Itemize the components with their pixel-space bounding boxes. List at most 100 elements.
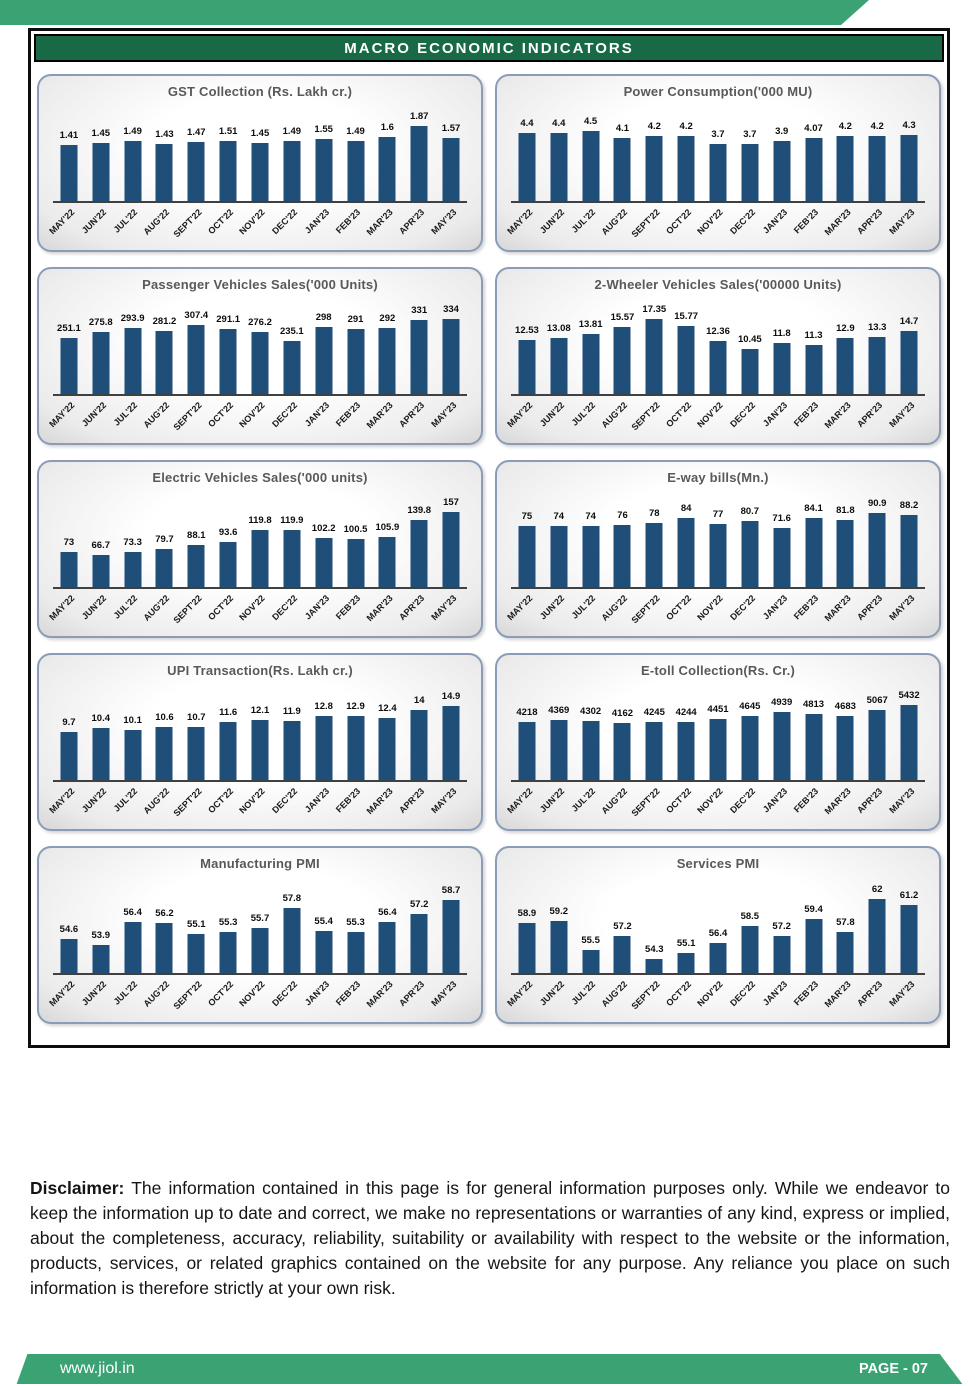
x-axis-label: MAY'22	[46, 400, 76, 430]
x-axis-labels: MAY'22 JUN'22 JUL'22 AUG'22 SEPT'22 OCT'22 NOV…	[47, 782, 467, 825]
bar	[92, 143, 110, 201]
x-axis-slot: SEPT'22	[629, 203, 670, 246]
bar-slot: 235.1	[276, 292, 308, 394]
bar	[315, 139, 333, 201]
x-axis-slot: MAR'23	[822, 975, 861, 1018]
bar-slot: 4.1	[607, 99, 639, 201]
bar	[741, 348, 759, 394]
x-axis-slot: APR'23	[855, 975, 893, 1018]
x-axis-slot: JAN'23	[302, 782, 340, 825]
bar-slot: 12.4	[371, 678, 403, 780]
bar	[378, 328, 396, 394]
x-axis-label: MAY'22	[504, 207, 534, 237]
x-axis-slot: NOV'22	[238, 589, 276, 632]
bar-value-label: 55.3	[346, 917, 365, 928]
chart-title: E-way bills(Mn.)	[667, 470, 769, 485]
bar-value-label: 1.45	[250, 128, 270, 139]
bar-slot: 58.7	[435, 871, 467, 973]
top-green-band	[0, 0, 869, 25]
x-axis-slot: FEB'23	[334, 396, 372, 439]
footer-green-bar: www.jiol.in PAGE - 07	[16, 1354, 963, 1384]
bar-value-label: 4369	[548, 704, 570, 716]
bar	[518, 923, 536, 973]
bar-slot: 4.4	[511, 99, 543, 201]
x-axis-slot: FEB'23	[334, 203, 372, 246]
bar-value-label: 57.8	[836, 916, 855, 928]
chart-panel: E-way bills(Mn.) 75 74 74 76 78 84 77 80.7 71.6 84…	[495, 460, 941, 638]
x-axis-slot: SEPT'22	[629, 589, 670, 632]
chart-plot-area: 54.6 53.9 56.4 56.2 55.1 55.3 55.7 57.8 55.4 55.3…	[53, 871, 467, 975]
bar	[805, 345, 823, 394]
x-axis-slot: DEC'22	[728, 975, 766, 1018]
page-title: MACRO ECONOMIC INDICATORS	[344, 39, 634, 57]
x-axis-label: JUL'22	[569, 786, 598, 814]
bar	[315, 538, 333, 587]
x-axis-slot: NOV'22	[238, 396, 276, 439]
bar	[92, 728, 110, 780]
bar-value-label: 14	[413, 695, 425, 706]
bar-value-label: 13.08	[546, 322, 571, 334]
bar-value-label: 56.4	[378, 906, 397, 918]
bar-value-label: 4.4	[520, 117, 534, 129]
bar-slot: 1.49	[117, 99, 149, 201]
bar-slot: 291.1	[212, 292, 244, 394]
bar	[836, 715, 854, 780]
bar-value-label: 3.7	[711, 128, 725, 140]
x-axis-slot: MAY'22	[47, 975, 85, 1018]
x-axis-slot: JUN'22	[79, 589, 117, 632]
bar-value-label: 1.6	[380, 122, 394, 133]
x-axis-labels: MAY'22 JUN'22 JUL'22 AUG'22 SEPT'22 OCT'22 NOV…	[47, 203, 467, 246]
bar-slot: 14.7	[893, 292, 925, 394]
chart-plot-area: 4218 4369 4302 4162 4245 4244 4451 4645 4939 4813…	[511, 678, 925, 782]
bar	[550, 526, 568, 587]
bar-slot: 3.9	[766, 99, 798, 201]
x-axis-slot: AUG'22	[600, 782, 639, 825]
bar	[868, 336, 886, 394]
bar	[315, 716, 333, 780]
x-axis-labels: MAY'22 JUN'22 JUL'22 AUG'22 SEPT'22 OCT'22 NOV…	[47, 589, 467, 632]
bar	[709, 718, 727, 780]
x-axis-slot: APR'23	[397, 396, 435, 439]
x-axis-slot: MAY'22	[505, 975, 543, 1018]
bar	[410, 319, 428, 394]
bar-slot: 1.6	[371, 99, 403, 201]
bar-slot: 76	[607, 485, 639, 587]
x-axis-slot: MAY'22	[505, 396, 543, 439]
x-axis-slot: SEPT'22	[171, 396, 212, 439]
bar-value-label: 10.1	[123, 714, 142, 726]
bar-slot: 79.7	[149, 485, 181, 587]
bar-slot: 74	[575, 485, 607, 587]
x-axis-slot: MAY'23	[887, 782, 925, 825]
x-axis-slot: MAR'23	[822, 782, 861, 825]
bar	[60, 337, 78, 394]
bar-value-label: 4.07	[804, 123, 823, 134]
bar-value-label: 58.5	[740, 911, 760, 923]
x-axis-slot: SEPT'22	[171, 589, 212, 632]
bar-slot: 56.4	[117, 871, 149, 973]
x-axis-slot: FEB'23	[792, 203, 830, 246]
bar	[442, 319, 460, 394]
bar-value-label: 1.51	[218, 125, 238, 137]
bar-value-label: 78	[649, 508, 660, 519]
chart-plot-area: 73 66.7 73.3 79.7 88.1 93.6 119.8 119.9 102.2 100…	[53, 485, 467, 589]
bar	[613, 137, 631, 201]
bar-value-label: 88.1	[187, 530, 206, 541]
bar-slot: 4.4	[543, 99, 575, 201]
x-axis-slot: MAY'23	[429, 782, 467, 825]
x-axis-slot: NOV'22	[238, 782, 276, 825]
bar	[613, 524, 631, 587]
bar-slot: 10.7	[180, 678, 212, 780]
bar-value-label: 1.49	[123, 126, 142, 138]
x-axis-slot: JAN'23	[302, 396, 340, 439]
bar-value-label: 4.4	[552, 117, 566, 129]
bar-slot: 54.3	[638, 871, 670, 973]
x-axis-slot: JAN'23	[760, 975, 798, 1018]
bar	[92, 332, 110, 394]
bar	[900, 330, 918, 394]
bar-value-label: 57.8	[282, 893, 302, 905]
x-axis-slot: AUG'22	[142, 396, 181, 439]
bar	[836, 519, 854, 587]
x-axis-label: JUL'22	[111, 400, 140, 428]
bar-value-label: 57.2	[772, 921, 791, 933]
x-axis-slot: AUG'22	[142, 589, 181, 632]
